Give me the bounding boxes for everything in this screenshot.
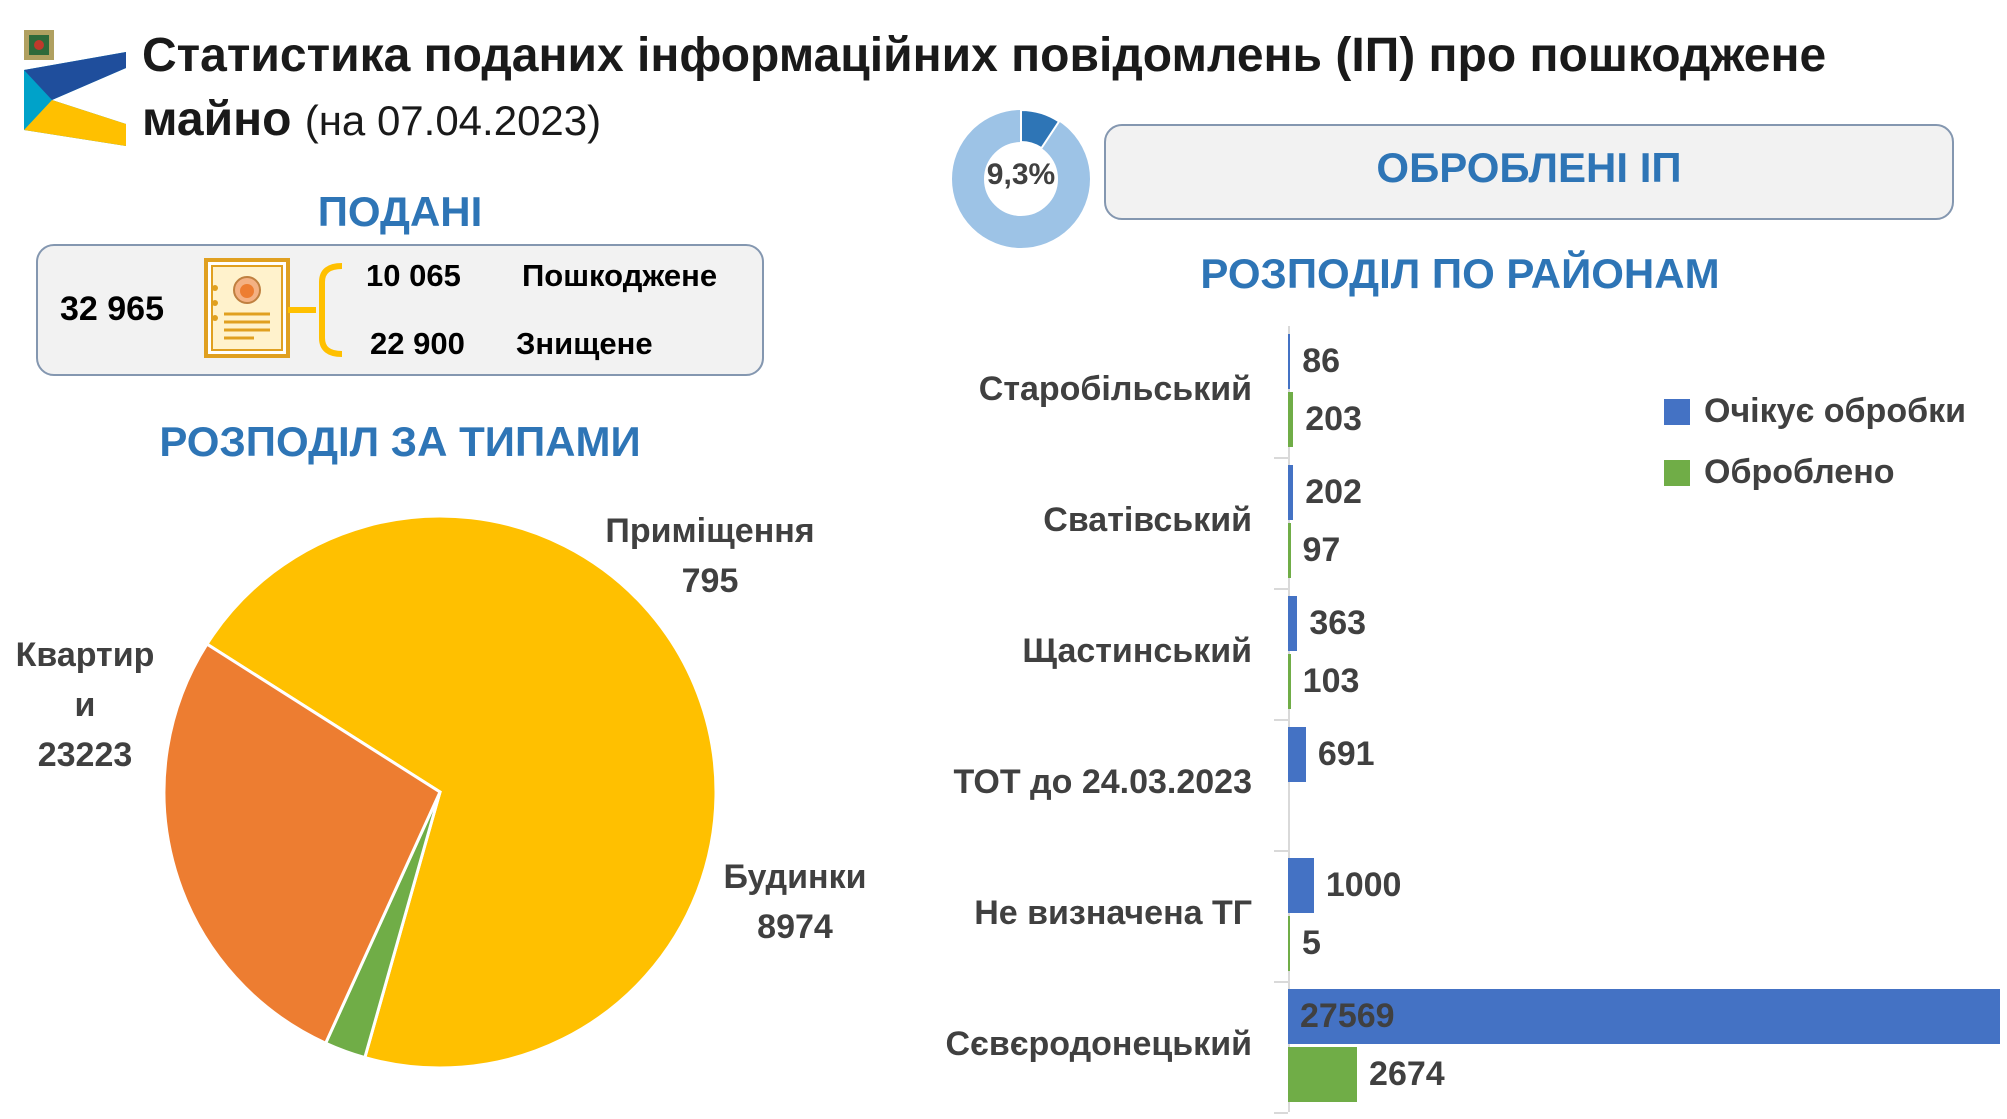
bar-value-label: 97 <box>1302 531 1341 569</box>
bar-category-label: Старобільський <box>978 369 1252 408</box>
pie-slice-3 <box>162 642 442 1046</box>
pie-label-name: Будинки <box>723 858 867 896</box>
page-title: Статистика поданих інформаційних повідом… <box>142 24 1972 153</box>
bar-value-label: 202 <box>1305 473 1362 511</box>
pie-chart <box>162 514 718 1070</box>
bar-value-label: 363 <box>1309 604 1367 642</box>
title-date: (на 07.04.2023) <box>304 97 602 144</box>
processed-heading: ОБРОБЛЕНІ ІП <box>1376 144 1682 191</box>
bar-processed <box>1288 392 1294 447</box>
bar-category-label: Щастинський <box>1022 631 1252 670</box>
pie-slice-1 <box>204 514 718 1070</box>
damaged-value: 10 065 <box>366 258 461 293</box>
bar-axis-tick <box>1274 981 1288 983</box>
legend-swatch-pending <box>1664 398 1690 425</box>
bar-value-label: 27569 <box>1300 997 1395 1035</box>
bar-processed <box>1288 1047 1358 1102</box>
submitted-box <box>36 244 764 376</box>
document-person-icon <box>204 258 290 358</box>
processed-box <box>1104 124 1954 220</box>
bar-legend: Очікує обробки Оброблено <box>1664 392 1966 492</box>
legend-label-processed: Оброблено <box>1704 453 1895 491</box>
bar-category-label: ТОТ до 24.03.2023 <box>953 762 1252 801</box>
title-main: Статистика поданих інформаційних повідом… <box>142 29 1827 146</box>
destroyed-value: 22 900 <box>370 326 465 361</box>
bar-pending <box>1288 727 1306 782</box>
bracket-connector <box>288 263 343 357</box>
submitted-heading: ПОДАНІ <box>317 188 483 235</box>
bar-pending <box>1288 989 2000 1044</box>
region-logo-icon <box>24 30 126 146</box>
pie-label-name: Квартир и <box>15 636 155 724</box>
bar-value-label: 103 <box>1302 662 1360 700</box>
bar-value-label: 1000 <box>1325 866 1402 904</box>
pie-label-1: Квартир и 23223 <box>0 630 180 780</box>
bar-category-label: Сватівський <box>1043 500 1252 539</box>
bar-category-label: Не визначена ТГ <box>974 893 1252 932</box>
legend-swatch-processed <box>1664 459 1690 486</box>
donut-processed-segment <box>1020 110 1061 150</box>
bar-processed <box>1288 654 1291 709</box>
bar-axis-tick <box>1274 850 1288 852</box>
submitted-total: 32 965 <box>60 290 164 328</box>
bar-value-label: 86 <box>1302 342 1341 380</box>
bar-axis-tick <box>1274 719 1288 721</box>
pie-label-name: Приміщення <box>605 512 815 550</box>
legend-label-pending: Очікує обробки <box>1704 392 1967 430</box>
bar-category-label: Сєвєродонецький <box>945 1024 1252 1063</box>
pie-label-value: 795 <box>681 562 739 600</box>
legend-item-processed: Оброблено <box>1664 453 1966 492</box>
bar-value-label: 2674 <box>1369 1055 1445 1093</box>
pie-label-value: 8974 <box>757 908 833 946</box>
processed-donut-chart <box>952 110 1090 248</box>
bar-axis-tick <box>1274 1112 1288 1114</box>
bar-pending <box>1288 596 1298 651</box>
bar-processed <box>1288 523 1291 578</box>
pie-label-value: 23223 <box>37 736 133 774</box>
bar-pending <box>1288 334 1291 389</box>
bar-axis-line <box>1288 326 1290 1112</box>
legend-item-pending: Очікує обробки <box>1664 392 1966 431</box>
destroyed-label: Знищене <box>516 326 653 361</box>
bar-value-label: 691 <box>1317 735 1375 773</box>
bar-axis-tick <box>1274 588 1288 590</box>
damaged-label: Пошкоджене <box>522 258 718 293</box>
bar-pending <box>1288 858 1314 913</box>
pie-label-2: Приміщення 795 <box>560 506 860 606</box>
bar-pending <box>1288 465 1294 520</box>
bar-value-label: 5 <box>1302 924 1321 962</box>
bar-axis-tick <box>1274 457 1288 459</box>
processed-percent: 9,3% <box>986 158 1056 191</box>
bar-value-label: 203 <box>1305 400 1362 438</box>
pie-chart-title: РОЗПОДІЛ ЗА ТИПАМИ <box>159 418 641 465</box>
pie-label-3: Будинки 8974 <box>690 852 900 952</box>
bar-chart-title: РОЗПОДІЛ ПО РАЙОНАМ <box>1200 250 1720 297</box>
bar-processed <box>1288 916 1290 971</box>
